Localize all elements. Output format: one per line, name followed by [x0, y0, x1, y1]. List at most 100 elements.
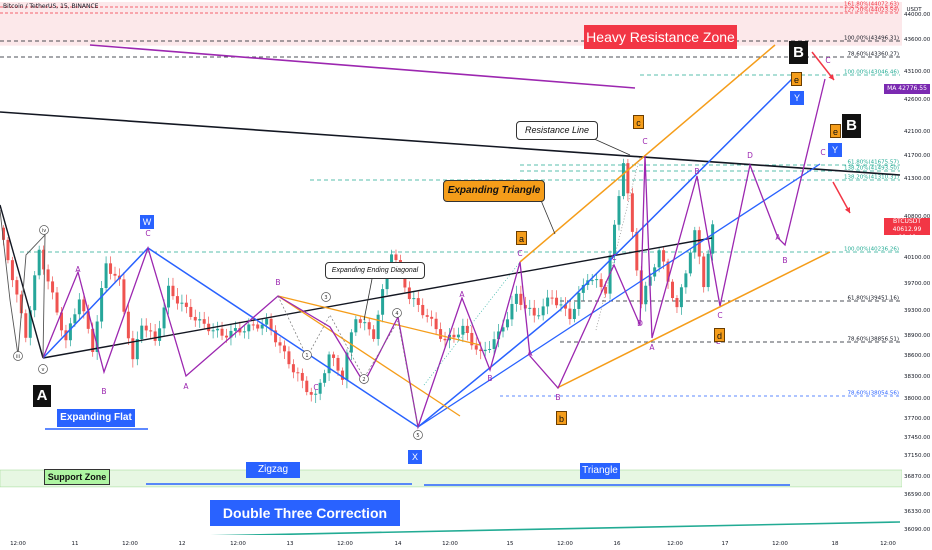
triangle-wave-d: d: [714, 328, 725, 342]
candle-body: [175, 296, 179, 304]
wave-label: iii: [16, 354, 20, 360]
price-tick: 38900.00: [904, 333, 931, 339]
price-tick: 37150.00: [904, 453, 931, 459]
candle-body: [28, 310, 32, 338]
resistance-line-label: Resistance Line: [516, 121, 598, 140]
candle-body: [296, 372, 300, 374]
wave-label-ring: [413, 430, 423, 440]
candle-body: [497, 331, 501, 340]
candle-body: [452, 334, 456, 338]
price-tick: 43100.00: [904, 69, 931, 75]
fib-label: 100.00%(43496.31): [844, 36, 899, 42]
candle-body: [510, 303, 514, 320]
candle-body: [278, 342, 282, 346]
wave-label: 3: [324, 295, 327, 301]
candle-body: [162, 307, 166, 329]
ma-label: MA: [887, 85, 897, 92]
expanding-ending-diagonal-label: Expanding Ending Diagonal: [325, 262, 425, 279]
wave-label: 2: [362, 377, 365, 383]
candle-body: [260, 324, 264, 329]
price-tick: 37450.00: [904, 435, 931, 441]
heavy-resistance-zone: [0, 2, 902, 46]
diagonal-lower: [277, 295, 461, 417]
triangle-wave-a: a: [516, 231, 527, 245]
candle-body: [158, 328, 162, 341]
candle-body: [2, 227, 5, 240]
time-tick: 12:00: [122, 541, 138, 547]
triangle-label: Triangle: [580, 463, 620, 479]
candle-body: [421, 304, 425, 316]
candle-body: [309, 392, 313, 395]
wave-label: D: [637, 319, 643, 328]
candle-body: [198, 319, 202, 321]
candle-body: [332, 354, 336, 358]
candle-body: [483, 349, 487, 352]
candle-body: [425, 315, 429, 317]
candle-body: [340, 370, 344, 380]
candle-body: [644, 285, 648, 305]
wave-label: A: [775, 233, 781, 242]
time-tick: 12:00: [772, 541, 788, 547]
candle-body: [113, 273, 117, 276]
price-tick: 40800.00: [904, 214, 931, 220]
wave-label: A: [459, 290, 465, 299]
candle-body: [407, 287, 411, 300]
dotted-projection: [423, 261, 521, 386]
candle-body: [416, 298, 420, 305]
fib-label: 100.00%(40236.26): [844, 247, 899, 253]
wave-B-marker-1: B: [789, 41, 808, 64]
candle-body: [577, 292, 581, 309]
price-tick: 41700.00: [904, 153, 931, 159]
resistance-line: [0, 111, 901, 176]
candle-body: [180, 302, 184, 304]
price-tick: 38000.00: [904, 396, 931, 402]
callout-pointer: [363, 278, 373, 321]
candle-body: [46, 269, 50, 282]
candle-body: [470, 332, 474, 346]
candle-body: [630, 193, 634, 232]
candle-body: [140, 325, 144, 340]
wave-label: C: [313, 383, 318, 392]
price-axis-bg: [902, 0, 932, 550]
candle-body: [550, 297, 554, 299]
triangle-wave-e-1: e: [791, 72, 802, 86]
last-symbol: BTCUSDT: [892, 218, 922, 225]
candle-body: [109, 263, 113, 274]
candle-body: [77, 299, 81, 315]
candle-body: [367, 322, 371, 330]
pair-title: Bitcoin / TetherUS, 15, BINANCE: [3, 3, 99, 10]
wave-W-marker: W: [140, 215, 154, 229]
wave-label: C: [517, 249, 522, 258]
fib-label: 138.20%(41310.31): [844, 175, 899, 181]
candle-body: [505, 319, 509, 328]
triangle-upper: [519, 44, 776, 263]
candle-body: [488, 348, 492, 350]
expanding-flat-label: Expanding Flat: [57, 409, 135, 427]
candle-body: [372, 329, 376, 339]
time-tick: 13: [287, 541, 294, 547]
candle-body: [282, 345, 286, 352]
fib-label: 127.20%(44023.59): [844, 8, 899, 14]
price-tick: 37700.00: [904, 416, 931, 422]
ma-line: [89, 44, 636, 89]
candle-body: [555, 297, 559, 306]
price-tick: 38300.00: [904, 374, 931, 380]
candle-body: [711, 224, 715, 254]
candle-body: [64, 330, 68, 341]
candle-body: [559, 304, 563, 306]
candle-body: [456, 334, 460, 338]
candle-body: [599, 279, 603, 288]
wave-label: 5: [416, 433, 419, 439]
wave-label: iv: [42, 228, 46, 234]
candle-body: [532, 307, 536, 316]
wave-label-ring: [359, 374, 369, 384]
zigzag-label: Zigzag: [246, 462, 300, 478]
candle-body: [68, 323, 72, 341]
candle-body: [73, 314, 77, 324]
projection-arrow-2: [832, 181, 851, 214]
wave-label: C: [825, 56, 830, 65]
candle-body: [617, 196, 621, 225]
wave-label: B: [782, 256, 787, 265]
time-tick: 12:00: [442, 541, 458, 547]
